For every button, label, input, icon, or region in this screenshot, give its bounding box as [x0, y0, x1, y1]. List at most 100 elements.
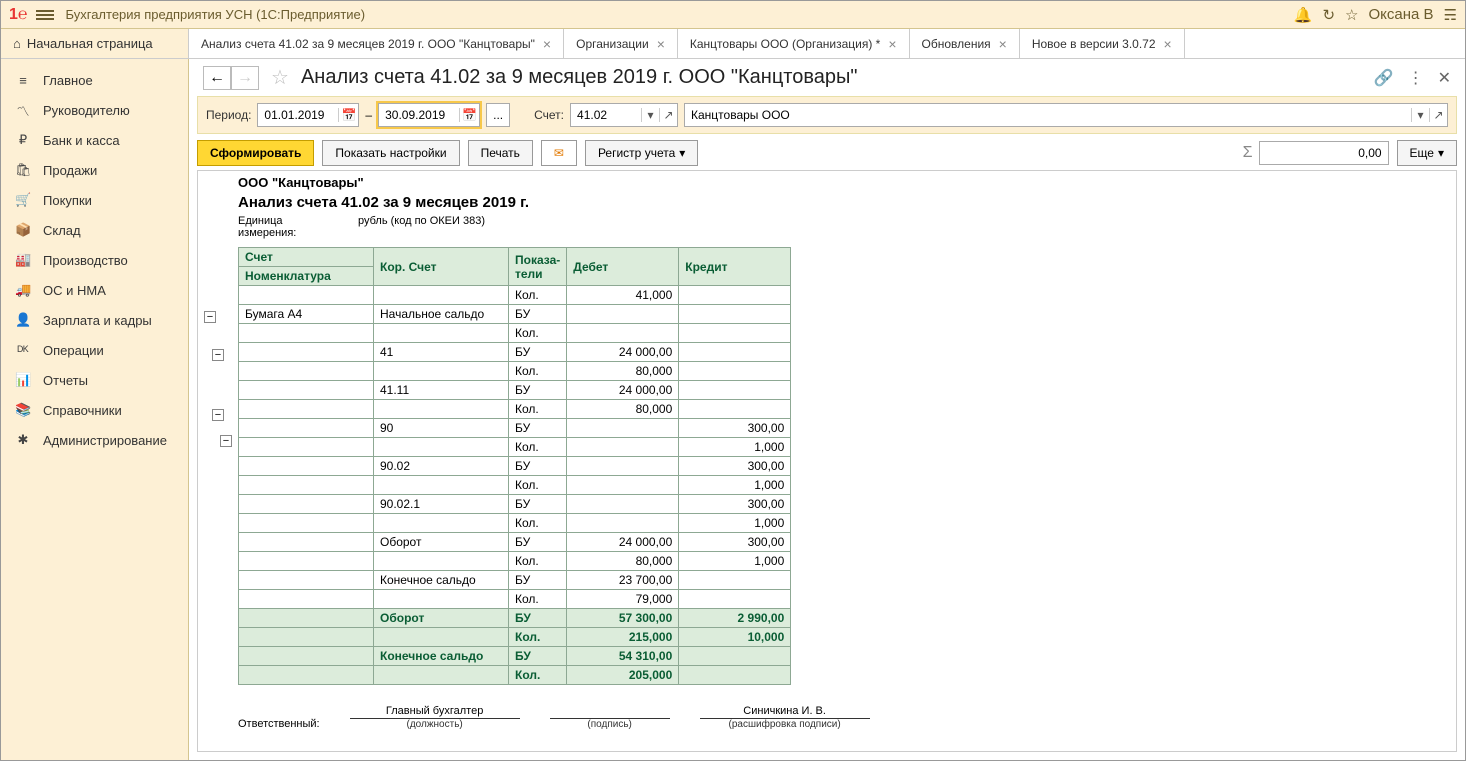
table-cell	[239, 571, 374, 590]
table-cell: 300,00	[679, 457, 791, 476]
date-from-input[interactable]: 📅	[257, 103, 359, 127]
table-cell: БУ	[509, 343, 567, 362]
print-button[interactable]: Печать	[468, 140, 533, 166]
table-cell	[239, 457, 374, 476]
sidebar-item[interactable]: 📚 Справочники	[1, 395, 188, 425]
table-row: ОборотБУ57 300,002 990,00	[239, 609, 791, 628]
table-cell: 300,00	[679, 495, 791, 514]
sidebar-item[interactable]: 👤Зарплата и кадры	[1, 305, 188, 335]
table-cell: Кол.	[509, 590, 567, 609]
tree-toggle[interactable]: −	[212, 349, 224, 361]
tab-label: Обновления	[922, 37, 991, 51]
date-to-field[interactable]	[379, 108, 459, 122]
close-icon[interactable]: ×	[1164, 36, 1172, 52]
sum-field[interactable]	[1259, 141, 1389, 165]
table-cell: 10,000	[679, 628, 791, 647]
chevron-down-icon[interactable]: ▾	[641, 108, 659, 122]
tab-item[interactable]: Канцтовары ООО (Организация) *×	[678, 29, 910, 58]
calendar-icon[interactable]: 📅	[338, 108, 358, 122]
main-area: ← → ☆ Анализ счета 41.02 за 9 месяцев 20…	[189, 59, 1465, 760]
sidebar-item[interactable]: ≡Главное	[1, 65, 188, 95]
sidebar-item[interactable]: 🏭Производство	[1, 245, 188, 275]
link-icon[interactable]: 🔗	[1374, 68, 1394, 88]
table-cell	[239, 362, 374, 381]
sidebar-item[interactable]: 🛒Покупки	[1, 185, 188, 215]
signature-line	[550, 705, 670, 719]
table-cell: 24 000,00	[567, 533, 679, 552]
open-icon[interactable]: ↗	[659, 108, 677, 122]
back-button[interactable]: ←	[203, 66, 231, 90]
sidebar-label: Справочники	[43, 403, 122, 418]
menu-toggle-icon[interactable]: ☴	[1444, 6, 1457, 24]
toolbar: Сформировать Показать настройки Печать ✉…	[197, 140, 1457, 166]
calendar-icon[interactable]: 📅	[459, 108, 479, 122]
sidebar-item[interactable]: 🛍Продажи	[1, 155, 188, 185]
table-cell: 300,00	[679, 533, 791, 552]
more-vert-icon[interactable]: ⋮	[1408, 68, 1424, 88]
close-icon[interactable]: ×	[657, 36, 665, 52]
org-field[interactable]	[685, 108, 1411, 122]
tree-toggle[interactable]: −	[212, 409, 224, 421]
period-picker-button[interactable]: ...	[486, 103, 510, 127]
report-area[interactable]: ООО "Канцтовары" Анализ счета 41.02 за 9…	[197, 170, 1457, 752]
sidebar-label: Администрирование	[43, 433, 167, 448]
table-cell	[679, 286, 791, 305]
unit-label: Единица измерения:	[238, 215, 318, 239]
bell-icon[interactable]: 🔔	[1294, 6, 1313, 24]
sidebar-item[interactable]: 📊Отчеты	[1, 365, 188, 395]
account-combo[interactable]: ▾ ↗	[570, 103, 678, 127]
sidebar-label: Банк и касса	[43, 133, 120, 148]
table-cell: 23 700,00	[567, 571, 679, 590]
table-cell	[679, 666, 791, 685]
table-cell: Конечное сальдо	[374, 571, 509, 590]
table-cell: 79,000	[567, 590, 679, 609]
table-cell: 300,00	[679, 419, 791, 438]
table-row: 90.02БУ300,00	[239, 457, 791, 476]
sidebar-item[interactable]: ₽Банк и касса	[1, 125, 188, 155]
table-cell	[239, 495, 374, 514]
open-icon[interactable]: ↗	[1429, 108, 1447, 122]
mail-button[interactable]: ✉	[541, 140, 577, 166]
tree-toggle[interactable]: −	[204, 311, 216, 323]
table-row: Кол.1,000	[239, 476, 791, 495]
date-from-field[interactable]	[258, 108, 338, 122]
tab-home[interactable]: ⌂ Начальная страница	[1, 29, 189, 58]
tab-item[interactable]: Обновления ×	[910, 29, 1020, 58]
date-to-input[interactable]: 📅	[378, 103, 480, 127]
forward-button[interactable]: →	[231, 66, 259, 90]
sidebar-icon: 📚	[15, 402, 31, 418]
user-name[interactable]: Оксана В	[1369, 6, 1434, 23]
close-page-icon[interactable]: ✕	[1438, 68, 1451, 88]
favorite-icon[interactable]: ☆	[271, 65, 289, 90]
register-button[interactable]: Регистр учета ▾	[585, 140, 698, 166]
account-field[interactable]	[571, 108, 641, 122]
sidebar-icon: 📦	[15, 222, 31, 238]
position-caption: (должность)	[350, 719, 520, 730]
tree-toggle[interactable]: −	[220, 435, 232, 447]
table-cell	[679, 400, 791, 419]
tab-item[interactable]: Организации×	[564, 29, 678, 58]
table-row: Кол.80,0001,000	[239, 552, 791, 571]
sidebar-item[interactable]: 〽Руководителю	[1, 95, 188, 125]
sidebar-item[interactable]: ✱Администрирование	[1, 425, 188, 455]
sidebar-icon: 〽	[15, 101, 31, 120]
settings-button[interactable]: Показать настройки	[322, 140, 459, 166]
close-icon[interactable]: ×	[888, 36, 896, 52]
hamburger-icon[interactable]	[36, 8, 54, 22]
table-row: Кол.215,00010,000	[239, 628, 791, 647]
sidebar-item[interactable]: ᴰᴷОперации	[1, 335, 188, 365]
close-icon[interactable]: ×	[543, 36, 551, 52]
star-icon[interactable]: ☆	[1345, 6, 1358, 24]
dash: –	[365, 108, 372, 122]
generate-button[interactable]: Сформировать	[197, 140, 314, 166]
more-button[interactable]: Еще ▾	[1397, 140, 1457, 166]
tab-item[interactable]: Новое в версии 3.0.72×	[1020, 29, 1185, 58]
org-combo[interactable]: ▾ ↗	[684, 103, 1448, 127]
close-icon[interactable]: ×	[999, 36, 1007, 52]
sidebar-item[interactable]: 🚚ОС и НМА	[1, 275, 188, 305]
chevron-down-icon[interactable]: ▾	[1411, 108, 1429, 122]
tab-item[interactable]: Анализ счета 41.02 за 9 месяцев 2019 г. …	[189, 29, 564, 58]
sidebar-item[interactable]: 📦Склад	[1, 215, 188, 245]
table-cell: Кол.	[509, 400, 567, 419]
history-icon[interactable]: ↻	[1322, 6, 1335, 24]
